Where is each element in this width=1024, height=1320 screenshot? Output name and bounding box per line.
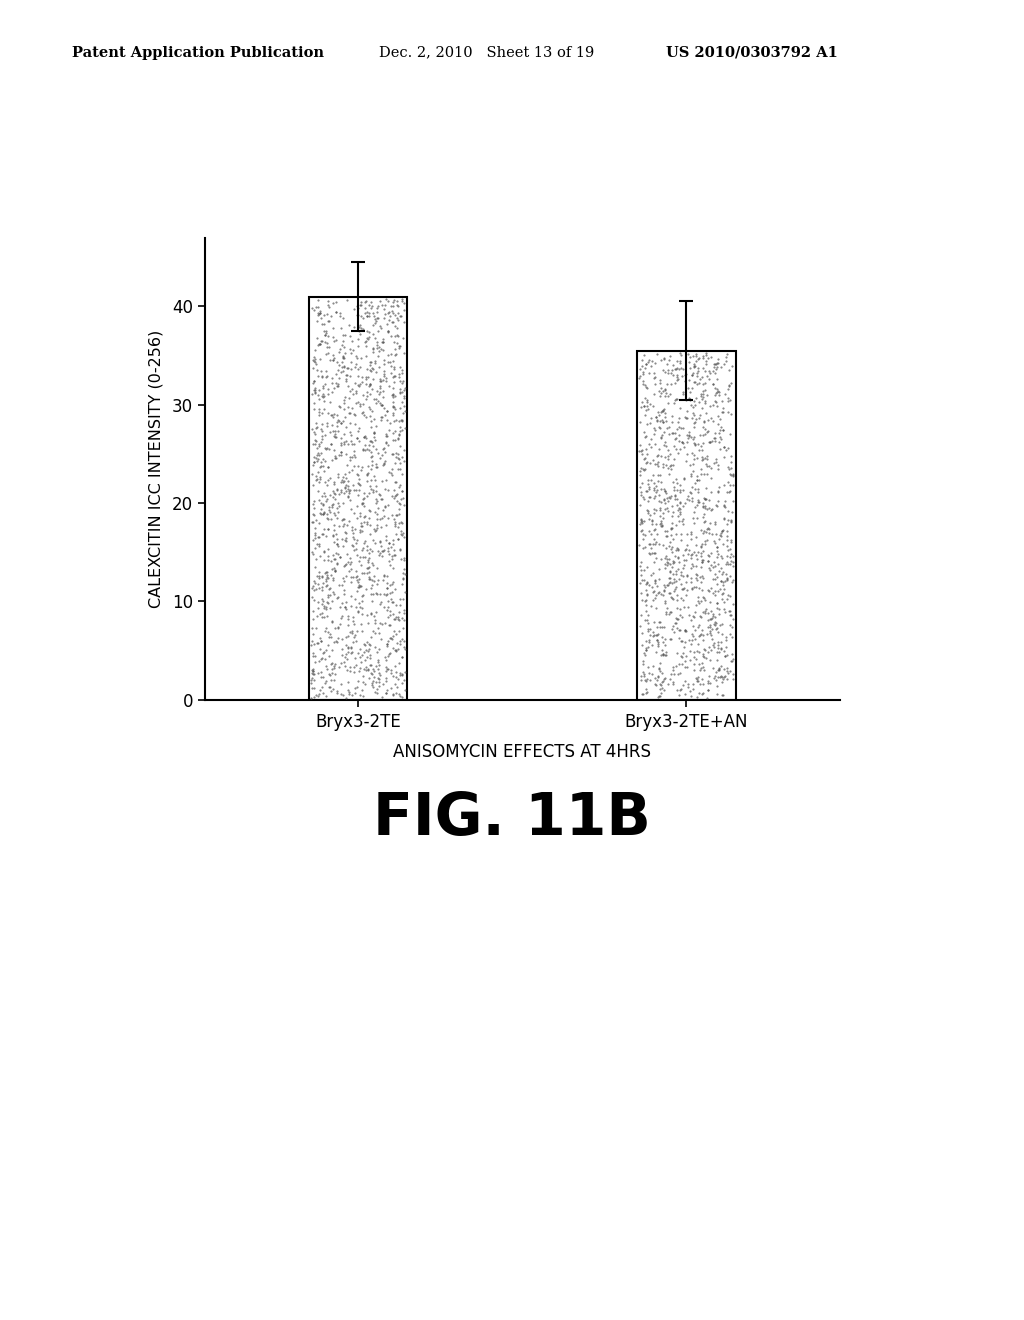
X-axis label: ANISOMYCIN EFFECTS AT 4HRS: ANISOMYCIN EFFECTS AT 4HRS — [393, 743, 651, 760]
Bar — [309, 297, 408, 700]
Bar — [637, 351, 735, 700]
Text: US 2010/0303792 A1: US 2010/0303792 A1 — [666, 46, 838, 59]
Text: Dec. 2, 2010   Sheet 13 of 19: Dec. 2, 2010 Sheet 13 of 19 — [379, 46, 594, 59]
Text: Patent Application Publication: Patent Application Publication — [72, 46, 324, 59]
Y-axis label: CALEXCITIN ICC INTENSITY (0-256): CALEXCITIN ICC INTENSITY (0-256) — [148, 330, 164, 607]
Text: FIG. 11B: FIG. 11B — [373, 789, 651, 847]
